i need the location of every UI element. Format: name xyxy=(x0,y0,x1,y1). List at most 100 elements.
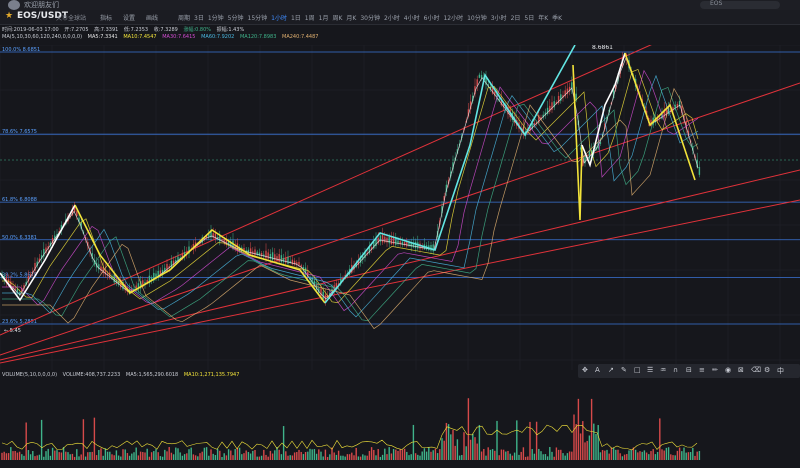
trend-line xyxy=(0,199,800,364)
period-12[interactable]: 4小时 xyxy=(403,15,420,22)
candle-body xyxy=(498,98,500,102)
volume-bar xyxy=(285,451,287,460)
candle-body xyxy=(560,94,562,101)
period-8[interactable]: 周K xyxy=(332,15,343,22)
settings-icon[interactable]: ⚙ xyxy=(764,366,771,374)
candle-body xyxy=(7,279,10,286)
candle-body xyxy=(494,91,496,96)
pen-icon[interactable]: ✎ xyxy=(621,366,627,374)
volume-bar xyxy=(40,419,43,460)
period-1[interactable]: 1分钟 xyxy=(207,15,224,22)
username: 欢迎朋友们 xyxy=(24,1,59,9)
fib-icon[interactable]: ≡ xyxy=(699,366,705,374)
period-11[interactable]: 2小时 xyxy=(383,15,400,22)
volume-bar xyxy=(524,456,527,460)
avatar[interactable] xyxy=(8,0,20,10)
volume-bar xyxy=(509,453,511,460)
volume-bar xyxy=(370,447,373,460)
candle-body xyxy=(60,225,63,231)
period-4[interactable]: 1小时 xyxy=(271,15,287,22)
period-20[interactable]: 季K xyxy=(552,15,563,22)
candle-body xyxy=(256,251,258,256)
volume-bar xyxy=(102,455,104,460)
volume-bar xyxy=(560,449,562,460)
indicators-button[interactable]: 指标 xyxy=(100,15,113,22)
volume-bar xyxy=(696,451,698,460)
volume-bar xyxy=(403,448,406,460)
period-7[interactable]: 1月 xyxy=(318,15,329,22)
crosshair-icon[interactable]: ✥ xyxy=(582,366,588,374)
candle-body xyxy=(36,261,38,267)
period-15[interactable]: 10分钟 xyxy=(467,15,487,22)
period-6[interactable]: 1周 xyxy=(304,15,315,22)
draw-button[interactable]: 画线 xyxy=(146,15,159,22)
volume-bar xyxy=(340,455,342,460)
candle-body xyxy=(546,107,549,114)
volume-bar xyxy=(659,418,661,460)
brush-icon[interactable]: ♒ xyxy=(660,366,667,374)
list-icon[interactable]: ☰ xyxy=(647,366,654,374)
period-14[interactable]: 12小时 xyxy=(443,15,464,22)
search-input[interactable]: EOS xyxy=(700,0,780,9)
measure-icon[interactable]: ⊟ xyxy=(686,366,692,374)
period-19[interactable]: 年K xyxy=(538,15,549,22)
volume-bar xyxy=(406,451,408,460)
volume-bar xyxy=(375,455,377,460)
eye-icon[interactable]: ◉ xyxy=(725,366,732,374)
candle-body xyxy=(568,86,571,92)
fib-level-label: 78.6% 7.6575 xyxy=(2,129,37,135)
favorite-star-icon[interactable]: ★ xyxy=(5,11,14,21)
pencil-icon[interactable]: ✏ xyxy=(712,366,718,374)
candle-body xyxy=(355,262,357,268)
text-icon[interactable]: A xyxy=(595,366,600,374)
volume-bar xyxy=(612,447,615,460)
volume-bar xyxy=(564,455,566,460)
symbol-title[interactable]: EOS/USDT xyxy=(17,11,68,21)
period-9[interactable]: 月K xyxy=(346,15,357,22)
ohlc-change: 涨幅:0.80% xyxy=(183,27,212,33)
lang-icon[interactable]: 中 xyxy=(777,367,784,375)
magnet-icon[interactable]: ∩ xyxy=(673,366,679,374)
candle-body xyxy=(293,260,296,265)
candle-body xyxy=(579,147,582,150)
volume-bar xyxy=(643,450,646,460)
volume-bar xyxy=(155,449,157,460)
volume-bar xyxy=(188,449,190,460)
period-18[interactable]: 5日 xyxy=(524,15,535,22)
period-2[interactable]: 5分钟 xyxy=(227,15,244,22)
volume-bar xyxy=(274,450,276,460)
volume-bar xyxy=(93,417,96,460)
volume-bar xyxy=(331,447,333,460)
volume-bar xyxy=(27,450,30,460)
volume-bar xyxy=(232,455,234,460)
trash-icon[interactable]: ⌫ xyxy=(751,366,761,374)
volume-chart[interactable] xyxy=(0,380,800,462)
period-3[interactable]: 15分钟 xyxy=(247,15,268,22)
volume-bar xyxy=(417,454,419,460)
period-5[interactable]: 1日 xyxy=(290,15,301,22)
volume-bar xyxy=(694,455,696,460)
candle-body xyxy=(542,114,544,118)
volume-bar xyxy=(474,437,476,460)
volume-info: VOLUME(5,10,0,0,0,0) VOLUME:408,737.2233… xyxy=(2,372,243,378)
volume-bar xyxy=(311,449,313,460)
line-icon[interactable]: ↗ xyxy=(608,366,614,374)
ma10-value: MA10:7.4547 xyxy=(123,34,157,40)
price-chart[interactable]: 100.0% 8.6851 78.6% 7.6575 61.8% 6.8088 50.… xyxy=(0,45,800,370)
lock-icon[interactable]: ⊠ xyxy=(738,366,744,374)
fib-level-label: 23.6% 5.2851 xyxy=(2,319,37,325)
candle-body xyxy=(278,254,280,262)
period-16[interactable]: 3小时 xyxy=(490,15,507,22)
rect-icon[interactable]: □ xyxy=(634,366,641,374)
candle-body xyxy=(397,240,399,245)
period-17[interactable]: 2日 xyxy=(510,15,521,22)
period-0[interactable]: 3日 xyxy=(194,15,204,22)
candle-body xyxy=(115,280,118,283)
period-13[interactable]: 6小时 xyxy=(423,15,440,22)
period-10[interactable]: 30分钟 xyxy=(360,15,380,22)
settings-button[interactable]: 设置 xyxy=(123,15,136,22)
candle-body xyxy=(146,280,148,284)
candle-body xyxy=(373,241,375,249)
candle-body xyxy=(137,283,140,290)
candle-body xyxy=(474,86,476,95)
